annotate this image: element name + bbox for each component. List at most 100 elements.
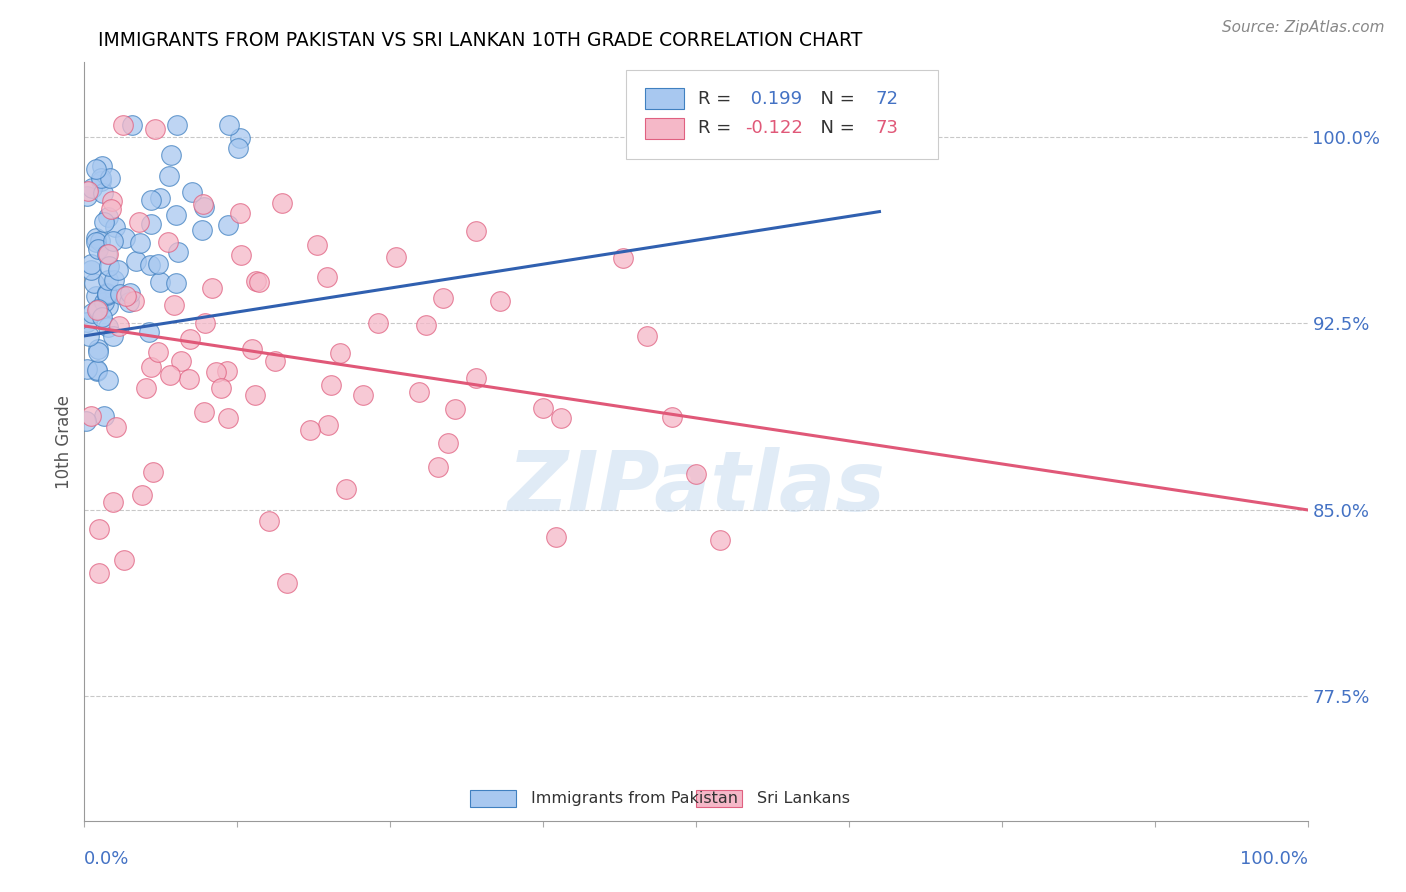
Point	[636, 328, 658, 343]
Point	[104, 219, 127, 234]
Point	[307, 237, 329, 252]
Text: 0.0%: 0.0%	[84, 850, 129, 869]
Point	[75, 414, 97, 428]
Point	[352, 388, 374, 402]
Point	[316, 418, 339, 433]
Point	[90, 171, 112, 186]
Text: Sri Lankans: Sri Lankans	[758, 791, 851, 806]
Point	[112, 118, 135, 132]
Point	[489, 293, 512, 308]
Point	[165, 208, 187, 222]
Point	[299, 423, 322, 437]
Text: 0.199: 0.199	[745, 90, 801, 108]
Point	[91, 186, 114, 201]
Point	[167, 245, 190, 260]
Text: N =: N =	[808, 90, 860, 108]
Point	[101, 235, 124, 249]
Point	[138, 325, 160, 339]
Point	[191, 197, 214, 211]
Point	[107, 262, 129, 277]
Point	[131, 488, 153, 502]
Point	[437, 435, 460, 450]
Point	[661, 409, 683, 424]
Text: IMMIGRANTS FROM PAKISTAN VS SRI LANKAN 10TH GRADE CORRELATION CHART: IMMIGRANTS FROM PAKISTAN VS SRI LANKAN 1…	[98, 31, 863, 50]
Point	[162, 298, 184, 312]
Text: 73: 73	[876, 120, 898, 137]
Point	[97, 299, 120, 313]
Point	[165, 277, 187, 291]
Point	[191, 223, 214, 237]
Point	[143, 121, 166, 136]
Point	[685, 467, 707, 481]
Point	[335, 483, 357, 497]
FancyBboxPatch shape	[470, 790, 516, 807]
Point	[329, 346, 352, 360]
Text: 72: 72	[876, 90, 898, 108]
Point	[201, 281, 224, 295]
Point	[245, 274, 267, 288]
Point	[97, 373, 120, 387]
Point	[89, 522, 111, 536]
Point	[193, 200, 215, 214]
Point	[149, 191, 172, 205]
Point	[247, 275, 270, 289]
Point	[415, 318, 437, 332]
Text: R =: R =	[699, 120, 737, 137]
Point	[107, 319, 129, 334]
Point	[86, 235, 108, 249]
Point	[114, 231, 136, 245]
Point	[194, 316, 217, 330]
Point	[101, 328, 124, 343]
Point	[129, 235, 152, 250]
Point	[444, 402, 467, 417]
Point	[83, 276, 105, 290]
Point	[408, 385, 430, 400]
Point	[125, 253, 148, 268]
Point	[118, 295, 141, 310]
FancyBboxPatch shape	[644, 88, 683, 110]
Point	[87, 566, 110, 580]
Y-axis label: 10th Grade: 10th Grade	[55, 394, 73, 489]
Point	[177, 372, 200, 386]
Point	[104, 420, 127, 434]
Point	[100, 202, 122, 216]
Point	[96, 288, 118, 302]
Point	[319, 378, 342, 392]
Point	[204, 365, 226, 379]
Point	[139, 194, 162, 208]
Text: -0.122: -0.122	[745, 120, 803, 137]
Point	[89, 234, 111, 248]
Text: ZIPatlas: ZIPatlas	[508, 447, 884, 527]
Point	[270, 196, 292, 211]
Point	[91, 159, 114, 173]
Point	[96, 286, 118, 301]
Point	[141, 359, 163, 374]
Point	[709, 533, 731, 548]
Point	[146, 345, 169, 359]
Text: N =: N =	[808, 120, 860, 137]
Point	[96, 287, 118, 301]
FancyBboxPatch shape	[696, 790, 742, 807]
Point	[264, 353, 287, 368]
Point	[84, 289, 107, 303]
Point	[229, 248, 252, 262]
Point	[240, 342, 263, 356]
Point	[139, 258, 162, 272]
Point	[135, 381, 157, 395]
Point	[76, 315, 98, 329]
Point	[159, 368, 181, 382]
Point	[218, 118, 240, 132]
Point	[103, 272, 125, 286]
Point	[76, 189, 98, 203]
Point	[367, 316, 389, 330]
Point	[100, 194, 122, 208]
Point	[385, 250, 408, 264]
Point	[550, 410, 572, 425]
Point	[97, 259, 120, 273]
Text: Immigrants from Pakistan: Immigrants from Pakistan	[531, 791, 738, 806]
Point	[112, 553, 135, 567]
Point	[180, 185, 202, 199]
Point	[122, 293, 145, 308]
Point	[93, 215, 115, 229]
Point	[96, 247, 118, 261]
